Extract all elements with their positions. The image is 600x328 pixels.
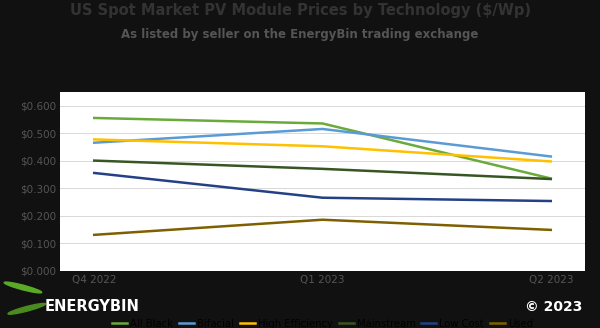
- Legend: All Black, Bifacial, High Efficiency, Mainstream, Low Cost, Used: All Black, Bifacial, High Efficiency, Ma…: [108, 315, 537, 328]
- All Black: [319, 121, 326, 125]
- Line: Low Cost: Low Cost: [94, 173, 551, 201]
- Low Cost: [319, 196, 326, 200]
- Line: Mainstream: Mainstream: [94, 161, 551, 179]
- Mainstream: [91, 159, 98, 163]
- Used: [319, 218, 326, 222]
- All Black: [547, 176, 554, 180]
- Low Cost: [91, 171, 98, 175]
- Ellipse shape: [4, 282, 41, 293]
- High Efficiency: [91, 137, 98, 141]
- Text: © 2023: © 2023: [524, 300, 582, 314]
- Line: High Efficiency: High Efficiency: [94, 139, 551, 161]
- Text: As listed by seller on the EnergyBin trading exchange: As listed by seller on the EnergyBin tra…: [121, 28, 479, 41]
- Bifacial: [91, 141, 98, 145]
- Line: Used: Used: [94, 220, 551, 235]
- Mainstream: [547, 177, 554, 181]
- Used: [91, 233, 98, 237]
- Bifacial: [547, 154, 554, 158]
- Mainstream: [319, 167, 326, 171]
- Line: Bifacial: Bifacial: [94, 129, 551, 156]
- Line: All Black: All Black: [94, 118, 551, 178]
- Bifacial: [319, 127, 326, 131]
- Text: US Spot Market PV Module Prices by Technology ($/Wp): US Spot Market PV Module Prices by Techn…: [70, 3, 530, 18]
- All Black: [91, 116, 98, 120]
- High Efficiency: [319, 144, 326, 148]
- Text: ENERGYBIN: ENERGYBIN: [45, 299, 140, 314]
- Ellipse shape: [8, 303, 46, 314]
- Low Cost: [547, 199, 554, 203]
- High Efficiency: [547, 159, 554, 163]
- Used: [547, 228, 554, 232]
